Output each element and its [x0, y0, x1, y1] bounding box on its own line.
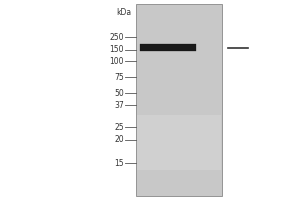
Text: 50: 50	[114, 88, 124, 98]
Text: 15: 15	[114, 158, 124, 168]
Text: 75: 75	[114, 72, 124, 82]
Text: 25: 25	[114, 122, 124, 132]
Text: 20: 20	[114, 136, 124, 144]
Bar	[137, 115, 221, 170]
Text: kDa: kDa	[116, 8, 131, 17]
Text: 100: 100	[110, 56, 124, 66]
Bar	[136, 4, 222, 196]
Text: 150: 150	[110, 46, 124, 54]
Text: 250: 250	[110, 32, 124, 42]
Text: 37: 37	[114, 100, 124, 110]
Bar	[140, 44, 196, 51]
